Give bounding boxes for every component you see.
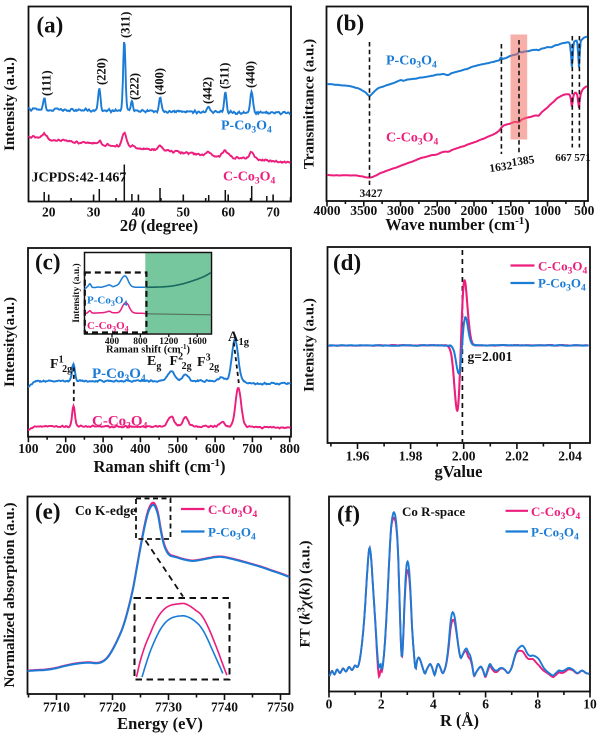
svg-text:300: 300: [93, 441, 114, 456]
svg-text:1000: 1000: [534, 203, 561, 218]
svg-text:2: 2: [378, 697, 385, 712]
svg-text:C-Co3O4: C-Co3O4: [386, 131, 439, 148]
svg-text:400: 400: [130, 441, 151, 456]
svg-text:1385: 1385: [511, 154, 536, 169]
svg-text:10: 10: [583, 697, 597, 712]
svg-text:C-Co3O4: C-Co3O4: [92, 414, 148, 432]
svg-text:Normalized absorption (a.u.): Normalized absorption (a.u.): [2, 503, 18, 688]
svg-text:Transmittance (a.u.): Transmittance (a.u.): [302, 39, 318, 169]
svg-text:C-Co3O4: C-Co3O4: [87, 320, 129, 334]
svg-text:C-Co3O4: C-Co3O4: [208, 502, 257, 520]
svg-text:2.04: 2.04: [558, 449, 582, 464]
svg-text:700: 700: [242, 441, 263, 456]
svg-text:P-Co3O4: P-Co3O4: [87, 295, 127, 309]
svg-text:Raman shift (cm-1): Raman shift (cm-1): [94, 457, 226, 476]
svg-text:R (Å): R (Å): [440, 711, 479, 730]
svg-text:(f): (f): [337, 502, 360, 527]
svg-text:40: 40: [132, 205, 146, 220]
svg-text:Intensity (a.u.): Intensity (a.u.): [71, 263, 82, 322]
svg-text:C-Co3O4: C-Co3O4: [223, 170, 276, 187]
svg-text:Intensity(a.u.): Intensity(a.u.): [2, 297, 18, 387]
svg-text:500: 500: [168, 441, 189, 456]
svg-text:571: 571: [574, 152, 591, 164]
svg-text:(220): (220): [94, 58, 108, 85]
svg-text:(400): (400): [152, 68, 166, 95]
svg-text:0: 0: [326, 697, 333, 712]
svg-text:(222): (222): [127, 73, 141, 100]
svg-text:gValue: gValue: [435, 462, 483, 481]
svg-text:3000: 3000: [387, 203, 414, 218]
svg-text:(c): (c): [35, 250, 61, 275]
svg-text:7710: 7710: [43, 700, 70, 715]
svg-text:50: 50: [177, 205, 191, 220]
svg-text:500: 500: [574, 203, 595, 218]
svg-text:7720: 7720: [99, 700, 126, 715]
svg-text:1.96: 1.96: [346, 449, 370, 464]
svg-text:70: 70: [266, 205, 280, 220]
svg-text:4: 4: [430, 697, 437, 712]
svg-text:7730: 7730: [155, 700, 182, 715]
svg-text:2θ (degree): 2θ (degree): [120, 216, 198, 235]
svg-text:60: 60: [221, 205, 235, 220]
svg-text:Co R-space: Co R-space: [402, 504, 465, 519]
svg-text:1632: 1632: [489, 160, 514, 175]
svg-text:(e): (e): [35, 499, 61, 524]
svg-text:(440): (440): [243, 61, 257, 88]
svg-text:JCPDS:42-1467: JCPDS:42-1467: [32, 171, 127, 186]
svg-text:2.00: 2.00: [452, 449, 476, 464]
svg-text:P-Co3O4: P-Co3O4: [92, 366, 146, 384]
svg-text:1600: 1600: [188, 337, 207, 347]
svg-text:(a): (a): [37, 13, 64, 38]
svg-text:20: 20: [42, 205, 56, 220]
svg-text:FT (k3χ(k)) (a.u.): FT (k3χ(k)) (a.u.): [297, 541, 314, 648]
svg-text:P-Co3O4: P-Co3O4: [386, 54, 437, 71]
svg-text:P-Co3O4: P-Co3O4: [221, 119, 272, 136]
svg-text:7750: 7750: [267, 700, 294, 715]
svg-text:P-Co3O4: P-Co3O4: [538, 276, 586, 294]
svg-text:1200: 1200: [159, 337, 178, 347]
svg-text:P-Co3O4: P-Co3O4: [208, 525, 256, 543]
svg-text:3427: 3427: [360, 188, 383, 200]
svg-text:C-Co3O4: C-Co3O4: [531, 504, 580, 522]
svg-text:(111): (111): [39, 70, 53, 96]
svg-text:7740: 7740: [211, 700, 238, 715]
svg-text:1.98: 1.98: [399, 449, 423, 464]
svg-text:600: 600: [205, 441, 226, 456]
svg-text:3500: 3500: [350, 203, 377, 218]
svg-text:30: 30: [87, 205, 101, 220]
svg-text:Intensity (a.u.): Intensity (a.u.): [302, 298, 318, 392]
svg-text:(b): (b): [336, 11, 364, 36]
svg-text:4000: 4000: [314, 203, 341, 218]
svg-text:Wave number (cm-1): Wave number (cm-1): [385, 215, 530, 234]
svg-text:8: 8: [534, 697, 541, 712]
svg-text:g=2.001: g=2.001: [468, 349, 513, 364]
svg-text:1500: 1500: [497, 203, 524, 218]
svg-text:P-Co3O4: P-Co3O4: [531, 525, 579, 543]
svg-text:C-Co3O4: C-Co3O4: [538, 259, 587, 277]
svg-text:800: 800: [280, 441, 301, 456]
svg-text:(311): (311): [119, 12, 133, 38]
svg-text:(442): (442): [200, 77, 214, 104]
svg-text:(d): (d): [333, 250, 361, 275]
svg-text:800: 800: [133, 337, 148, 347]
svg-text:(511): (511): [218, 63, 232, 89]
svg-text:6: 6: [482, 697, 489, 712]
svg-text:667: 667: [555, 152, 572, 164]
svg-text:2500: 2500: [424, 203, 451, 218]
svg-text:200: 200: [56, 441, 77, 456]
svg-text:400: 400: [105, 337, 120, 347]
svg-text:Energy (eV): Energy (eV): [117, 714, 203, 733]
svg-text:2.02: 2.02: [505, 449, 529, 464]
svg-text:Raman shift (cm-1): Raman shift (cm-1): [106, 343, 191, 356]
svg-text:Co K-edge: Co K-edge: [75, 503, 136, 518]
svg-text:Intensity (a.u.): Intensity (a.u.): [2, 57, 18, 151]
svg-text:100: 100: [18, 441, 39, 456]
svg-text:2000: 2000: [461, 203, 488, 218]
